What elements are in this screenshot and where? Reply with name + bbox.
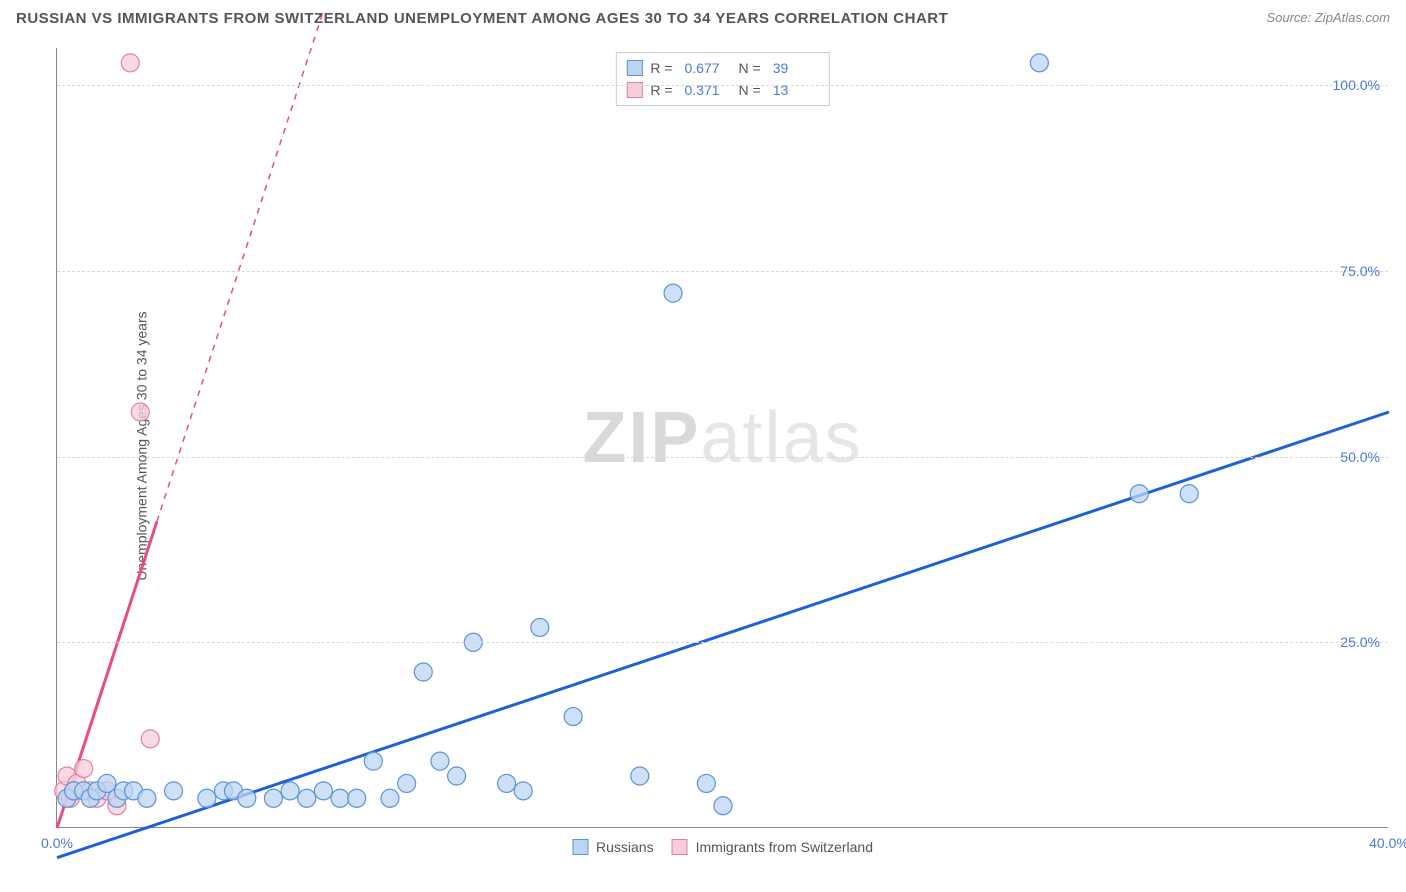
swatch-swiss-icon bbox=[672, 839, 688, 855]
r-value-russians: 0.677 bbox=[685, 57, 731, 79]
legend-row-russians: R = 0.677 N = 39 bbox=[626, 57, 818, 79]
data-point bbox=[281, 782, 299, 800]
data-point bbox=[264, 789, 282, 807]
data-point bbox=[121, 54, 139, 72]
data-point bbox=[1030, 54, 1048, 72]
data-point bbox=[314, 782, 332, 800]
data-point bbox=[141, 730, 159, 748]
legend-item-russians: Russians bbox=[572, 839, 654, 855]
data-point bbox=[514, 782, 532, 800]
trend-line bbox=[57, 412, 1389, 858]
chart-svg bbox=[57, 48, 1388, 827]
data-point bbox=[714, 797, 732, 815]
r-label: R = bbox=[650, 79, 672, 101]
gridline bbox=[57, 85, 1388, 86]
data-point bbox=[531, 618, 549, 636]
data-point bbox=[348, 789, 366, 807]
y-tick-label: 50.0% bbox=[1340, 449, 1380, 465]
plot-area: ZIPatlas R = 0.677 N = 39 R = 0.371 N = … bbox=[56, 48, 1388, 828]
y-tick-label: 25.0% bbox=[1340, 634, 1380, 650]
data-point bbox=[1130, 485, 1148, 503]
data-point bbox=[298, 789, 316, 807]
data-point bbox=[364, 752, 382, 770]
gridline bbox=[57, 457, 1388, 458]
data-point bbox=[431, 752, 449, 770]
r-value-swiss: 0.371 bbox=[685, 79, 731, 101]
data-point bbox=[1180, 485, 1198, 503]
header: RUSSIAN VS IMMIGRANTS FROM SWITZERLAND U… bbox=[0, 0, 1406, 40]
gridline bbox=[57, 642, 1388, 643]
data-point bbox=[131, 403, 149, 421]
data-point bbox=[238, 789, 256, 807]
data-point bbox=[564, 708, 582, 726]
data-point bbox=[697, 774, 715, 792]
data-point bbox=[331, 789, 349, 807]
correlation-legend: R = 0.677 N = 39 R = 0.371 N = 13 bbox=[615, 52, 829, 106]
data-point bbox=[75, 760, 93, 778]
data-point bbox=[498, 774, 516, 792]
swatch-russians-icon bbox=[626, 60, 642, 76]
y-tick-label: 100.0% bbox=[1333, 77, 1380, 93]
series-label-swiss: Immigrants from Switzerland bbox=[696, 839, 873, 855]
swatch-russians-icon bbox=[572, 839, 588, 855]
data-point bbox=[165, 782, 183, 800]
data-point bbox=[381, 789, 399, 807]
series-label-russians: Russians bbox=[596, 839, 654, 855]
y-tick-label: 75.0% bbox=[1340, 263, 1380, 279]
r-label: R = bbox=[650, 57, 672, 79]
data-point bbox=[414, 663, 432, 681]
n-value-swiss: 13 bbox=[773, 79, 819, 101]
n-label: N = bbox=[739, 79, 761, 101]
source-attribution: Source: ZipAtlas.com bbox=[1266, 10, 1390, 25]
trend-line-extrapolated bbox=[157, 11, 324, 522]
data-point bbox=[398, 774, 416, 792]
n-label: N = bbox=[739, 57, 761, 79]
x-tick-label: 40.0% bbox=[1369, 835, 1406, 851]
n-value-russians: 39 bbox=[773, 57, 819, 79]
legend-row-swiss: R = 0.371 N = 13 bbox=[626, 79, 818, 101]
x-tick-label: 0.0% bbox=[41, 835, 73, 851]
series-legend: Russians Immigrants from Switzerland bbox=[572, 839, 873, 855]
data-point bbox=[198, 789, 216, 807]
data-point bbox=[138, 789, 156, 807]
legend-item-swiss: Immigrants from Switzerland bbox=[672, 839, 873, 855]
data-point bbox=[664, 284, 682, 302]
data-point bbox=[631, 767, 649, 785]
gridline bbox=[57, 271, 1388, 272]
data-point bbox=[448, 767, 466, 785]
chart-title: RUSSIAN VS IMMIGRANTS FROM SWITZERLAND U… bbox=[16, 10, 948, 27]
